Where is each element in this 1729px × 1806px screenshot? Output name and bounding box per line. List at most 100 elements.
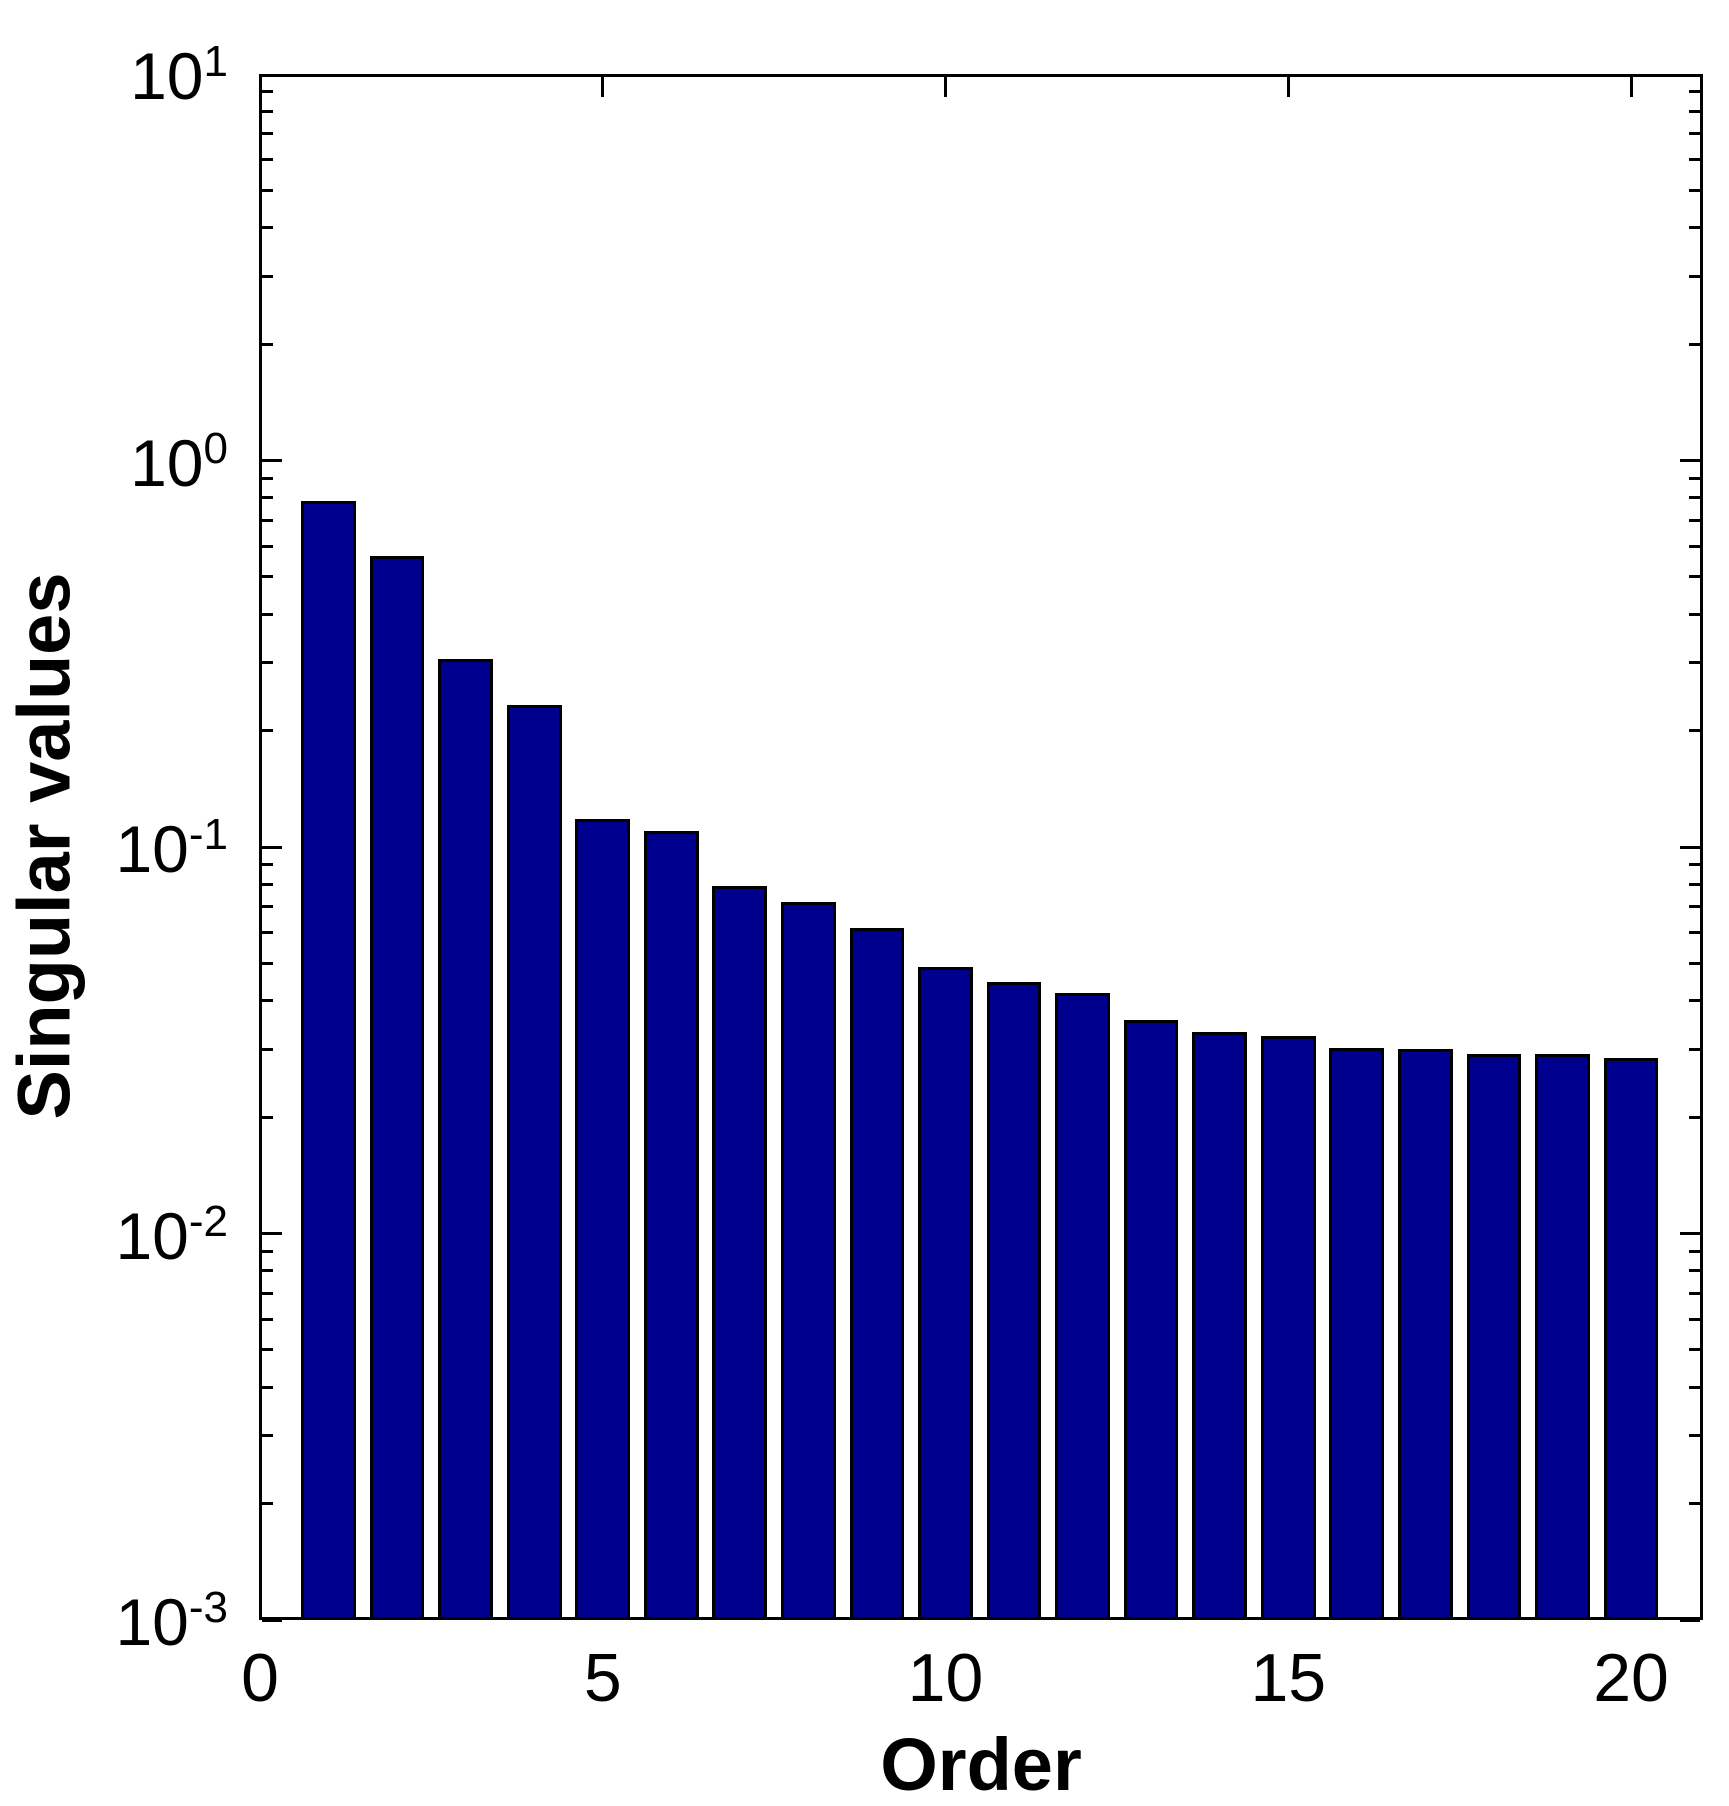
y-minor-tick xyxy=(1689,1385,1700,1389)
y-tick-label: 10-1 xyxy=(115,810,228,886)
y-minor-tick xyxy=(262,109,273,113)
y-minor-tick xyxy=(262,661,273,665)
y-minor-tick xyxy=(1689,158,1700,162)
y-axis-label: Singular values xyxy=(2,572,86,1120)
y-major-tick xyxy=(1680,845,1700,849)
y-minor-tick xyxy=(262,1249,273,1253)
y-minor-tick xyxy=(262,90,273,94)
y-tick-label: 10-2 xyxy=(115,1196,228,1273)
y-minor-tick xyxy=(1689,612,1700,616)
y-minor-tick xyxy=(262,496,273,500)
y-minor-tick xyxy=(1689,1269,1700,1273)
bar-order-18 xyxy=(1466,1053,1522,1620)
bar-order-8 xyxy=(781,901,836,1620)
y-minor-tick xyxy=(1689,226,1700,230)
x-major-tick xyxy=(601,77,605,97)
y-minor-tick xyxy=(1689,575,1700,579)
y-minor-tick xyxy=(262,226,273,230)
y-minor-tick xyxy=(1689,342,1700,346)
y-minor-tick xyxy=(1689,1502,1700,1506)
y-minor-tick xyxy=(262,1047,273,1051)
y-major-tick xyxy=(262,1618,282,1622)
bar-order-1 xyxy=(301,501,356,1620)
y-minor-tick xyxy=(262,158,273,162)
y-minor-tick xyxy=(1689,863,1700,867)
y-major-tick xyxy=(1680,1232,1700,1235)
y-minor-tick xyxy=(1689,961,1700,965)
bar-order-2 xyxy=(369,556,425,1620)
y-minor-tick xyxy=(1689,882,1700,886)
y-major-tick xyxy=(262,1232,282,1235)
y-minor-tick xyxy=(1689,544,1700,548)
x-major-tick xyxy=(944,77,947,97)
y-minor-tick xyxy=(262,544,273,548)
y-minor-tick xyxy=(262,518,273,522)
y-minor-tick xyxy=(262,1269,273,1273)
x-major-tick xyxy=(1286,77,1290,97)
y-minor-tick xyxy=(1689,999,1700,1003)
y-minor-tick xyxy=(262,961,273,965)
y-minor-tick xyxy=(262,882,273,886)
y-minor-tick xyxy=(1689,496,1700,500)
bar-order-7 xyxy=(712,885,768,1620)
y-minor-tick xyxy=(1689,90,1700,94)
y-minor-tick xyxy=(262,188,273,192)
y-minor-tick xyxy=(1689,1434,1700,1438)
y-minor-tick xyxy=(262,1115,273,1119)
x-tick-label: 15 xyxy=(1250,1640,1327,1716)
x-tick-label: 5 xyxy=(583,1640,622,1716)
y-major-tick xyxy=(262,459,282,462)
y-minor-tick xyxy=(262,274,273,278)
bar-order-12 xyxy=(1055,993,1110,1620)
bar-order-14 xyxy=(1192,1031,1248,1620)
y-minor-tick xyxy=(262,1385,273,1389)
x-tick-label: 0 xyxy=(241,1640,279,1716)
y-minor-tick xyxy=(1689,1047,1700,1051)
bar-order-16 xyxy=(1329,1048,1385,1620)
bar-order-11 xyxy=(986,981,1042,1620)
y-minor-tick xyxy=(262,931,273,935)
y-minor-tick xyxy=(1689,1249,1700,1253)
y-minor-tick xyxy=(1689,905,1700,909)
bar-order-4 xyxy=(506,705,562,1620)
y-minor-tick xyxy=(1689,931,1700,935)
y-minor-tick xyxy=(262,1348,273,1352)
y-minor-tick xyxy=(262,905,273,909)
y-major-tick xyxy=(262,845,282,849)
y-minor-tick xyxy=(1689,476,1700,480)
bar-order-15 xyxy=(1260,1036,1316,1620)
bar-order-17 xyxy=(1397,1048,1453,1620)
y-minor-tick xyxy=(1689,1317,1700,1321)
bar-order-10 xyxy=(918,966,973,1620)
y-minor-tick xyxy=(262,132,273,136)
bar-order-5 xyxy=(575,819,631,1620)
y-minor-tick xyxy=(262,342,273,346)
y-minor-tick xyxy=(262,1434,273,1438)
bar-order-6 xyxy=(643,831,699,1620)
x-axis-label: Order xyxy=(880,1723,1082,1806)
y-minor-tick xyxy=(1689,132,1700,136)
y-minor-tick xyxy=(262,612,273,616)
plot-area xyxy=(259,74,1703,1620)
y-minor-tick xyxy=(1689,1291,1700,1295)
bar-order-9 xyxy=(849,928,905,1620)
x-tick-label: 20 xyxy=(1593,1640,1669,1716)
y-minor-tick xyxy=(1689,188,1700,192)
y-minor-tick xyxy=(1689,518,1700,522)
y-minor-tick xyxy=(262,1502,273,1506)
bar-order-13 xyxy=(1123,1020,1179,1620)
y-tick-label: 101 xyxy=(130,37,228,113)
bar-order-3 xyxy=(438,658,493,1620)
y-tick-label: 10-3 xyxy=(115,1583,228,1659)
y-minor-tick xyxy=(262,1291,273,1295)
y-minor-tick xyxy=(262,863,273,867)
y-minor-tick xyxy=(1689,1115,1700,1119)
y-minor-tick xyxy=(262,575,273,579)
y-major-tick xyxy=(1680,1618,1700,1622)
y-minor-tick xyxy=(1689,109,1700,113)
y-minor-tick xyxy=(1689,661,1700,665)
x-tick-label: 10 xyxy=(907,1640,984,1716)
y-minor-tick xyxy=(1689,1348,1700,1352)
y-minor-tick xyxy=(1689,729,1700,733)
